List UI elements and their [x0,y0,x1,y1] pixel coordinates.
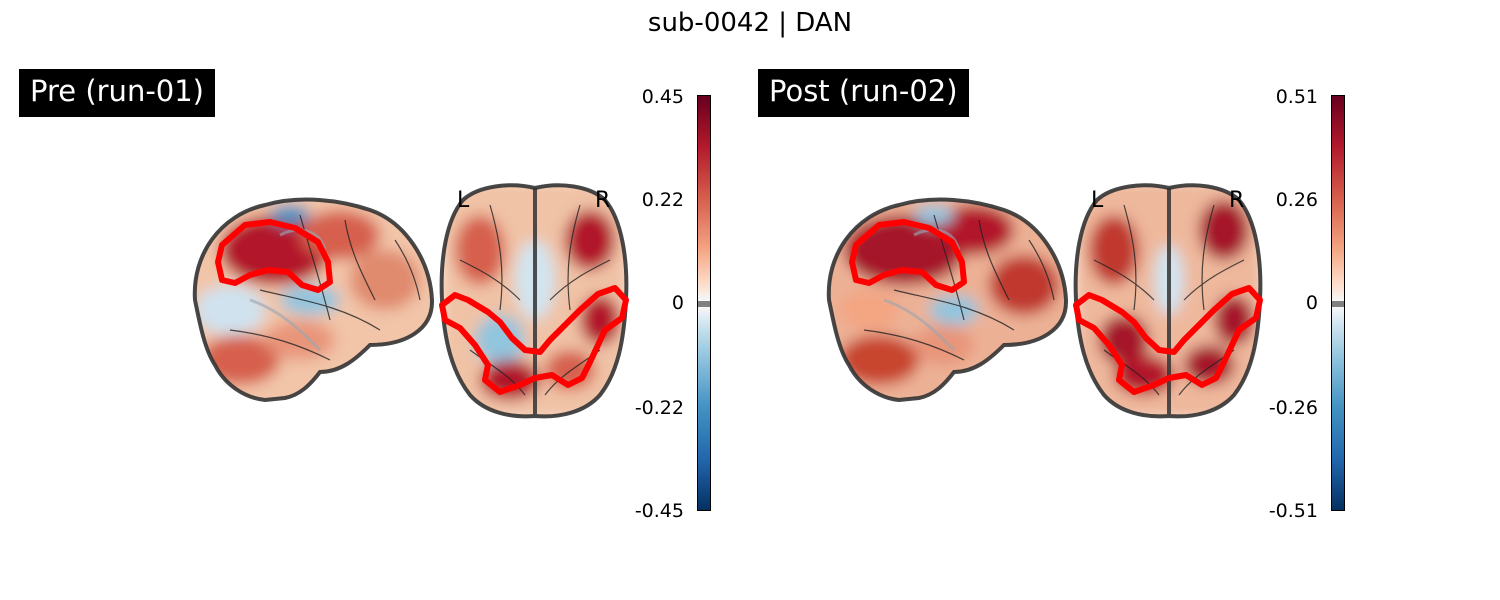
panel-pre: Pre (run-01) [19,69,711,522]
right-orientation-label: R [595,188,611,213]
dan-contour-axial [439,285,629,395]
dan-contour-sagittal [849,219,967,293]
colorbar-tick: -0.45 [634,500,684,522]
left-orientation-label: L [1091,188,1104,213]
sagittal-outline [192,197,435,403]
colorbar-tick: 0 [671,292,684,314]
glass-brain-views [192,183,629,419]
axial-outline [1073,183,1263,419]
colorbar [1331,95,1345,511]
colorbar-tick: 0.51 [1275,86,1318,108]
panel-post: Post (run-02) [634,0,1384,600]
dan-contour-sagittal [215,219,333,293]
axial-outline [439,183,629,419]
colorbar-tick: 0 [1305,292,1318,314]
glass-brain-views [826,183,1263,419]
colorbar-tick: -0.22 [634,397,684,419]
colorbar-tick: -0.26 [1268,397,1318,419]
sagittal-outline [826,197,1069,403]
right-orientation-label: R [1229,188,1245,213]
colorbar [697,95,711,511]
dan-contour-axial [1073,285,1263,395]
colorbar-tick: -0.51 [1268,500,1318,522]
left-orientation-label: L [457,188,470,213]
panel-label: Post (run-02) [758,69,969,118]
panel-label: Pre (run-01) [19,69,215,118]
figure-title: sub-0042 | DAN [647,8,853,38]
colorbar-tick: 0.26 [1275,189,1318,211]
colorbar-tick: 0.45 [641,86,684,108]
colorbar-tick: 0.22 [641,189,684,211]
